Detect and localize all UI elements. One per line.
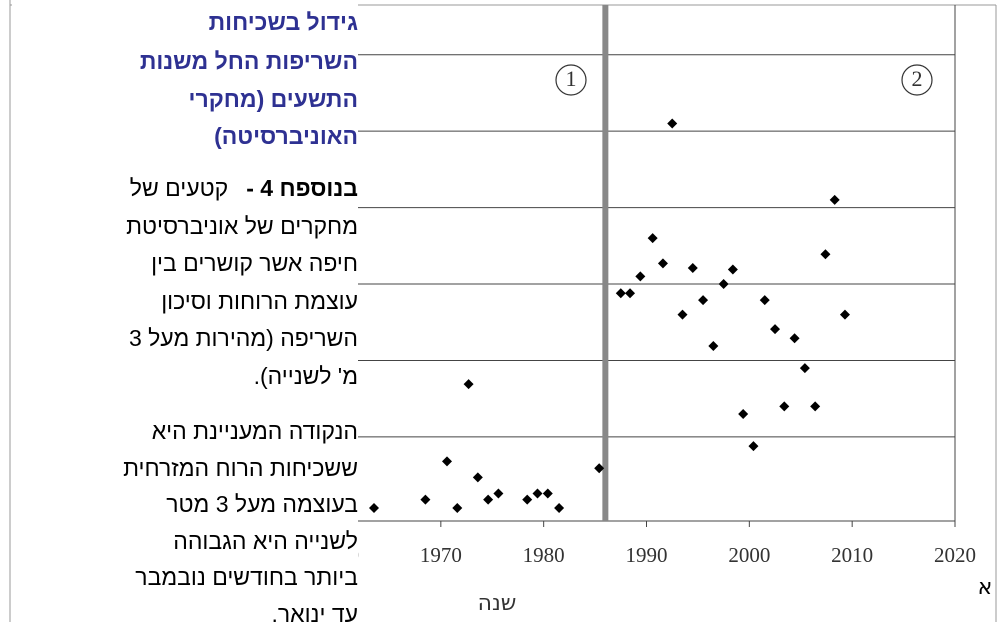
x-tick-label: 2020 <box>934 543 976 567</box>
point <box>770 324 781 335</box>
paragraph-line: הנקודה המעניינת היא <box>152 416 358 446</box>
point <box>463 379 474 390</box>
point <box>647 233 658 244</box>
paragraph-line: עד ינואר. <box>271 599 358 622</box>
paragraph-line: ששכיחות הרוח המזרחית <box>123 453 358 483</box>
x-axis-label-cut: א <box>978 575 993 600</box>
title-line: התשעים (מחקרי <box>188 86 358 112</box>
paragraph-line: מחקרים של אוניברסיטת <box>126 211 358 241</box>
point <box>594 463 605 474</box>
point <box>789 333 800 344</box>
line-text: מ' לשנייה). <box>253 362 358 389</box>
paragraph-line: בעוצמה מעל 3 מטר <box>166 489 358 519</box>
point <box>532 488 543 499</box>
x-axis-label: שנה <box>478 591 517 616</box>
title-line: השריפות החל משנות <box>139 48 358 74</box>
point <box>657 258 668 269</box>
point <box>493 488 504 499</box>
paragraph-line: חיפה אשר קושרים בין <box>151 248 358 278</box>
paragraph-line: לשנייה היא הגבוהה <box>173 526 358 556</box>
point <box>483 494 494 505</box>
period-label: 2 <box>912 66 923 91</box>
point <box>727 264 738 275</box>
line-text: השריפה (מהירות מעל 3 <box>128 325 358 351</box>
point <box>829 194 840 205</box>
point <box>718 279 729 290</box>
x-tick-label: 2000 <box>728 543 770 567</box>
period-label: 1 <box>566 66 577 91</box>
point <box>799 363 810 374</box>
point <box>810 401 821 412</box>
point <box>420 494 431 505</box>
line-text: עד ינואר. <box>271 600 358 622</box>
line-text: בעוצמה מעל 3 מטר <box>166 491 358 517</box>
lead-text: בנוספח 4 - <box>246 175 358 201</box>
point <box>677 309 688 320</box>
title-line: גידול בשכיחות <box>208 9 358 35</box>
point <box>368 503 379 514</box>
paragraph-line: עוצמת הרוחות וסיכון <box>161 286 358 316</box>
point <box>554 503 565 514</box>
paragraph-line: מ' לשנייה). <box>254 361 358 391</box>
point <box>667 118 678 129</box>
point <box>820 249 831 260</box>
x-tick-label: 1970 <box>420 543 462 567</box>
x-tick-label: 1980 <box>523 543 565 567</box>
point <box>759 295 770 306</box>
x-tick-label: 2010 <box>831 543 873 567</box>
period-circle <box>901 64 933 96</box>
paragraph-line: ביותר בחודשים נובמבר <box>135 562 358 592</box>
point <box>708 340 719 351</box>
x-tick-label: 1990 <box>626 543 668 567</box>
title-line: האוניברסיטה) <box>214 123 358 149</box>
point <box>442 456 453 467</box>
text-panel: גידול בשכיחות השריפות החל משנות התשעים (מח… <box>12 0 358 622</box>
point <box>542 488 553 499</box>
paragraph-line: השריפה (מהירות מעל 3 <box>129 323 358 353</box>
line-text: מחקרים של אוניברסיטת <box>126 212 358 239</box>
point <box>748 441 759 452</box>
line-text: חיפה אשר קושרים בין <box>151 250 358 276</box>
line-text: הנקודה המעניינת היא <box>151 418 358 444</box>
line-text: ששכיחות הרוח המזרחית <box>123 454 358 481</box>
point <box>738 408 749 419</box>
paragraph-line: בנוספח 4 - קטעים של <box>130 173 358 203</box>
point <box>839 309 850 320</box>
point <box>472 472 483 483</box>
point <box>625 288 636 299</box>
point <box>615 288 626 299</box>
line-text: עוצמת הרוחות וסיכון <box>161 287 358 314</box>
point <box>687 262 698 273</box>
point <box>698 295 709 306</box>
point <box>452 503 463 514</box>
point <box>522 494 533 505</box>
line-text: לשנייה היא הגבוהה <box>173 527 358 554</box>
period-circle <box>555 64 587 96</box>
line-text: קטעים של <box>129 175 229 201</box>
line-text: ביותר בחודשים נובמבר <box>135 564 358 590</box>
point <box>779 401 790 412</box>
point <box>635 271 646 282</box>
